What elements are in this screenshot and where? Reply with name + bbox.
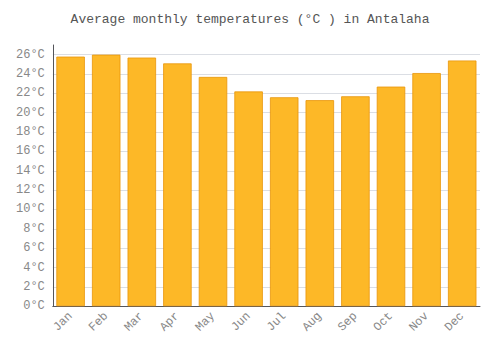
svg-text:Dec: Dec — [442, 309, 467, 334]
svg-text:May: May — [193, 309, 218, 334]
svg-text:0°C: 0°C — [23, 299, 45, 313]
svg-text:Sep: Sep — [335, 309, 360, 334]
svg-text:12°C: 12°C — [16, 183, 45, 197]
svg-text:Nov: Nov — [406, 309, 431, 334]
svg-text:4°C: 4°C — [23, 261, 45, 275]
svg-text:8°C: 8°C — [23, 222, 45, 236]
svg-text:10°C: 10°C — [16, 202, 45, 216]
svg-text:20°C: 20°C — [16, 106, 45, 120]
svg-text:Apr: Apr — [157, 309, 182, 334]
svg-text:26°C: 26°C — [16, 48, 45, 62]
svg-text:18°C: 18°C — [16, 125, 45, 139]
svg-text:2°C: 2°C — [23, 280, 45, 294]
svg-text:Jan: Jan — [50, 309, 75, 334]
svg-text:6°C: 6°C — [23, 241, 45, 255]
svg-text:22°C: 22°C — [16, 86, 45, 100]
svg-text:16°C: 16°C — [16, 144, 45, 158]
svg-text:Oct: Oct — [371, 309, 396, 334]
svg-text:Aug: Aug — [300, 309, 325, 334]
svg-text:Jul: Jul — [264, 309, 289, 334]
svg-text:Mar: Mar — [122, 309, 147, 334]
svg-text:14°C: 14°C — [16, 164, 45, 178]
svg-text:Feb: Feb — [86, 309, 111, 334]
svg-text:Jun: Jun — [228, 309, 253, 334]
svg-text:Average monthly temperatures (: Average monthly temperatures (°C ) in An… — [71, 12, 430, 27]
svg-text:24°C: 24°C — [16, 67, 45, 81]
